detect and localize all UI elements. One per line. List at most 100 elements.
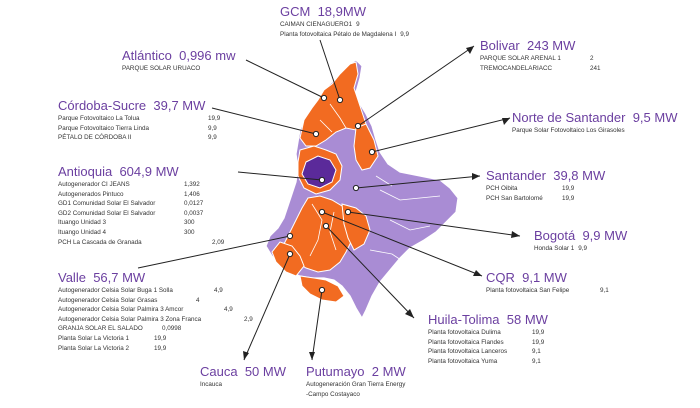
list-item: Autogeneración Gran Tierra Energy	[306, 381, 406, 388]
list-item: Incauca	[200, 381, 223, 388]
region-name: Norte de Santander	[512, 110, 626, 125]
region-capacity: 0,996 mw	[179, 48, 236, 63]
leader-lines	[137, 39, 521, 361]
leader-valle	[137, 235, 291, 269]
region-capacity: 56,7 MW	[93, 270, 146, 285]
point-santander	[352, 184, 360, 192]
point-cauca	[286, 250, 294, 258]
label-putumayo: Putumayo 2 MW Autogeneración Gran Tierra…	[306, 364, 406, 399]
region-capacity: 18,9MW	[317, 4, 366, 19]
region-capacity: 39,8 MW	[553, 168, 606, 183]
leader-cqr	[321, 211, 483, 277]
leader-putumayo	[311, 289, 323, 361]
leader-endpoints	[286, 94, 376, 294]
region-north-coast	[299, 61, 367, 147]
region-name: Cauca	[200, 364, 238, 379]
region-capacity: 9,9 MW	[582, 228, 628, 243]
list-item: Planta Solar La Victoria 2 19,9	[58, 344, 167, 352]
arrow-bogota	[511, 231, 520, 238]
leader-atlantico	[245, 59, 325, 99]
region-name: CQR	[486, 270, 515, 285]
list-item: GD1 Comunidad Solar El Salvador 0,0127	[58, 200, 204, 208]
leader-cauca	[243, 253, 291, 361]
arrow-norte	[502, 118, 510, 125]
arrow-heads	[243, 46, 520, 360]
region-name: Valle	[58, 270, 86, 285]
list-item: Planta fotovoltaica Pétalo de Magdalena …	[280, 30, 409, 38]
region-cundinamarca	[341, 203, 371, 251]
point-cqr	[318, 208, 326, 216]
arrow-cauca	[243, 351, 249, 360]
list-item: PCH San Bartolomé 19,9	[486, 194, 575, 202]
label-santander: Santander 39,8 MW PCH Oibita 19,9 PCH San…	[486, 168, 605, 203]
label-antioquia: Antioquia 604,9 MW Autogenerador CI JEAN…	[58, 164, 224, 247]
region-name: Santander	[486, 168, 546, 183]
label-norte-santander: Norte de Santander 9,5 MW Parque Solar F…	[512, 110, 678, 136]
point-huila	[322, 222, 330, 230]
list-item: PÉTALO DE CÓRDOBA II 9,9	[58, 134, 217, 142]
region-name: Córdoba-Sucre	[58, 98, 147, 113]
list-item: CAIMAN CIENAGUERO1 9	[280, 21, 360, 28]
region-name: Putumayo	[306, 364, 365, 379]
list-item: Planta fotovoltaica San Felipe 9,1	[486, 287, 609, 294]
arrow-santander	[472, 173, 480, 180]
region-capacity: 243 MW	[526, 38, 576, 53]
list-item: PCH Oibita 19,9	[486, 185, 575, 192]
list-item: Planta fotovoltaica Flandes 19,9	[428, 338, 545, 346]
list-item: Autogenerador Celsia Solar Palmira 3 Amc…	[58, 306, 233, 314]
region-capacity: 9,1 MW	[522, 270, 567, 285]
list-item: PCH La Cascada de Granada 2,09	[58, 238, 225, 246]
region-name: Antioquia	[58, 164, 113, 179]
arrow-huila	[405, 309, 414, 318]
label-atlantico: Atlántico 0,996 mw PARQUE SOLAR URUACO	[122, 48, 235, 74]
region-capacity: 50 MW	[244, 364, 286, 379]
country-shape	[265, 59, 459, 320]
region-capacity: 9,5 MW	[632, 110, 678, 125]
list-item: Planta fotovoltaica Lanceros 9,1	[428, 348, 541, 356]
region-antioquia-selected	[301, 155, 337, 189]
leader-bogota	[347, 211, 521, 237]
label-cauca: Cauca 50 MW Incauca	[200, 364, 286, 390]
list-item: GRANJA SOLAR EL SALADO 0,0998	[58, 325, 182, 333]
region-capacity: 39,7 MW	[153, 98, 206, 113]
leader-bolivar	[357, 45, 475, 127]
label-cordoba-sucre: Córdoba-Sucre 39,7 MW Parque Fotovoltaic…	[58, 98, 220, 143]
arrow-putumayo	[309, 352, 315, 360]
point-norte	[368, 148, 376, 156]
point-putumayo	[318, 286, 326, 294]
region-name: Huila-Tolima	[428, 312, 500, 327]
region-capacity: 604,9 MW	[119, 164, 179, 179]
list-item: Ituango Unidad 4 300	[58, 228, 195, 236]
point-atlantico	[320, 94, 328, 102]
list-item: Honda Solar 1 9,9	[534, 245, 588, 252]
point-bolivar	[354, 122, 362, 130]
region-capacity: 2 MW	[371, 364, 406, 379]
arrow-bolivar	[466, 46, 474, 54]
region-name: Atlántico	[122, 48, 172, 63]
region-capacity: 58 MW	[506, 312, 548, 327]
list-item: Autogenerador CI JEANS 1,392	[58, 181, 200, 188]
point-antioquia	[318, 176, 326, 184]
list-item: Parque Fotovoltaico La Tolua 19,9	[58, 115, 221, 122]
list-item: Autogenerados Pintuco 1,406	[58, 190, 200, 198]
region-norte-santander	[353, 123, 379, 171]
leader-norte	[371, 117, 511, 153]
list-item: -Campo Costayaco	[306, 390, 360, 398]
leader-antioquia	[237, 171, 323, 181]
list-item: Autogenerador Celsia Solar Palmira 3 Zon…	[58, 315, 253, 323]
label-cqr: CQR 9,1 MW Planta fotovoltaica San Felip…	[486, 270, 609, 296]
leader-cordoba	[211, 107, 317, 135]
arrow-cqr	[473, 270, 482, 276]
list-item: GD2 Comunidad Solar El Salvador 0,0037	[58, 209, 204, 217]
list-item: Autogenerador Celsia Solar Grasas 4	[58, 296, 200, 304]
point-valle	[286, 232, 294, 240]
list-item: PARQUE SOLAR URUACO	[122, 65, 201, 72]
label-valle: Valle 56,7 MW Autogenerador Celsia Solar…	[58, 270, 253, 353]
label-gcm: GCM 18,9MW CAIMAN CIENAGUERO1 9 Planta fo…	[280, 4, 409, 39]
list-item: Autogenerador Celsia Solar Buga 1 Solla 4…	[58, 287, 223, 294]
list-item: Planta fotovoltaica Yuma 9,1	[428, 357, 541, 365]
leader-huila	[325, 225, 415, 319]
